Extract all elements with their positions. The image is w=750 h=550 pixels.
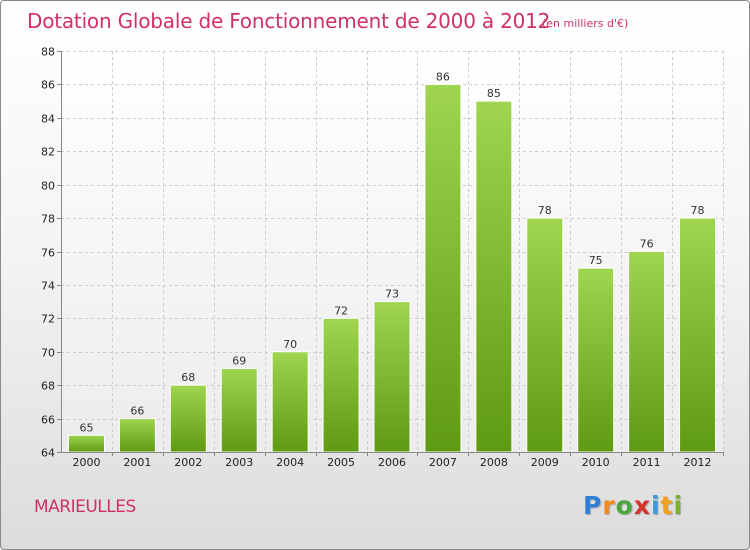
x-tick-label: 2004 (276, 456, 304, 469)
y-tick-label: 86 (41, 79, 55, 92)
bar-value-label: 65 (79, 421, 93, 434)
bars (67, 83, 717, 453)
logo-letter: i (673, 491, 684, 520)
bar[interactable] (169, 384, 207, 453)
bar-value-label: 72 (334, 304, 348, 317)
logo-letter: x (633, 491, 651, 520)
y-tick-label: 78 (41, 213, 55, 226)
y-tick-label: 64 (41, 447, 55, 460)
x-tick-label: 2006 (378, 456, 406, 469)
logo-letter: r (602, 491, 616, 520)
bar-value-label: 69 (232, 354, 246, 367)
commune-name: MARIEULLES (34, 497, 136, 517)
bar[interactable] (220, 367, 258, 453)
logo-letter: o (615, 491, 634, 520)
x-tick-label: 2010 (582, 456, 610, 469)
y-tick-label: 72 (41, 313, 55, 326)
y-tick-label: 82 (41, 146, 55, 159)
bar-value-label: 85 (487, 87, 501, 100)
bar[interactable] (679, 217, 717, 453)
labels: 65 66 68 69 70 72 73 86 85 78 75 76 78 (79, 70, 704, 434)
bar-value-label: 86 (436, 70, 450, 83)
chart-unit: (en milliers d'€) (542, 17, 629, 30)
x-tick-label: 2007 (429, 456, 457, 469)
bar[interactable] (577, 267, 615, 453)
bar[interactable] (373, 301, 411, 453)
y-tick-label: 76 (41, 247, 55, 260)
bar[interactable] (67, 434, 105, 453)
bar-value-label: 78 (691, 204, 705, 217)
bar-value-label: 78 (538, 204, 552, 217)
bar[interactable] (628, 251, 666, 453)
bar[interactable] (322, 317, 360, 453)
chart-title: Dotation Globale de Fonctionnement de 20… (27, 9, 551, 33)
x-tick-label: 2008 (480, 456, 508, 469)
y-tick-label: 66 (41, 414, 55, 427)
bar[interactable] (424, 83, 462, 453)
y-tick-label: 74 (41, 280, 55, 293)
y-tick-label: 70 (41, 347, 55, 360)
x-tick-label: 2002 (174, 456, 202, 469)
bar-value-label: 73 (385, 288, 399, 301)
x-tick-label: 2012 (684, 456, 712, 469)
bar[interactable] (475, 100, 513, 453)
bar-value-label: 75 (589, 254, 603, 267)
x-tick-label: 2005 (327, 456, 355, 469)
logo-letter: t (660, 491, 674, 520)
bar-value-label: 76 (640, 238, 654, 251)
x-tick-label: 2009 (531, 456, 559, 469)
proxiti-logo[interactable]: Proxiti (583, 491, 683, 520)
x-tick-label: 2003 (225, 456, 253, 469)
y-tick-label: 84 (41, 113, 55, 126)
x-tick-label: 2011 (633, 456, 661, 469)
bar-value-label: 66 (130, 405, 144, 418)
bar-value-label: 68 (181, 371, 195, 384)
x-tick-label: 2001 (123, 456, 151, 469)
bar[interactable] (526, 217, 564, 453)
bar[interactable] (271, 351, 309, 453)
logo-letter: i (651, 491, 661, 520)
bar[interactable] (118, 418, 156, 453)
x-tick-label: 2000 (72, 456, 100, 469)
y-tick-label: 80 (41, 180, 55, 193)
axes: 64 66 68 70 72 74 76 78 80 82 84 86 88 2000 2001 2002 20… (41, 46, 724, 469)
y-tick-label: 68 (41, 380, 55, 393)
logo-letter: P (583, 491, 603, 520)
bar-value-label: 70 (283, 338, 297, 351)
y-tick-label: 88 (41, 46, 55, 59)
